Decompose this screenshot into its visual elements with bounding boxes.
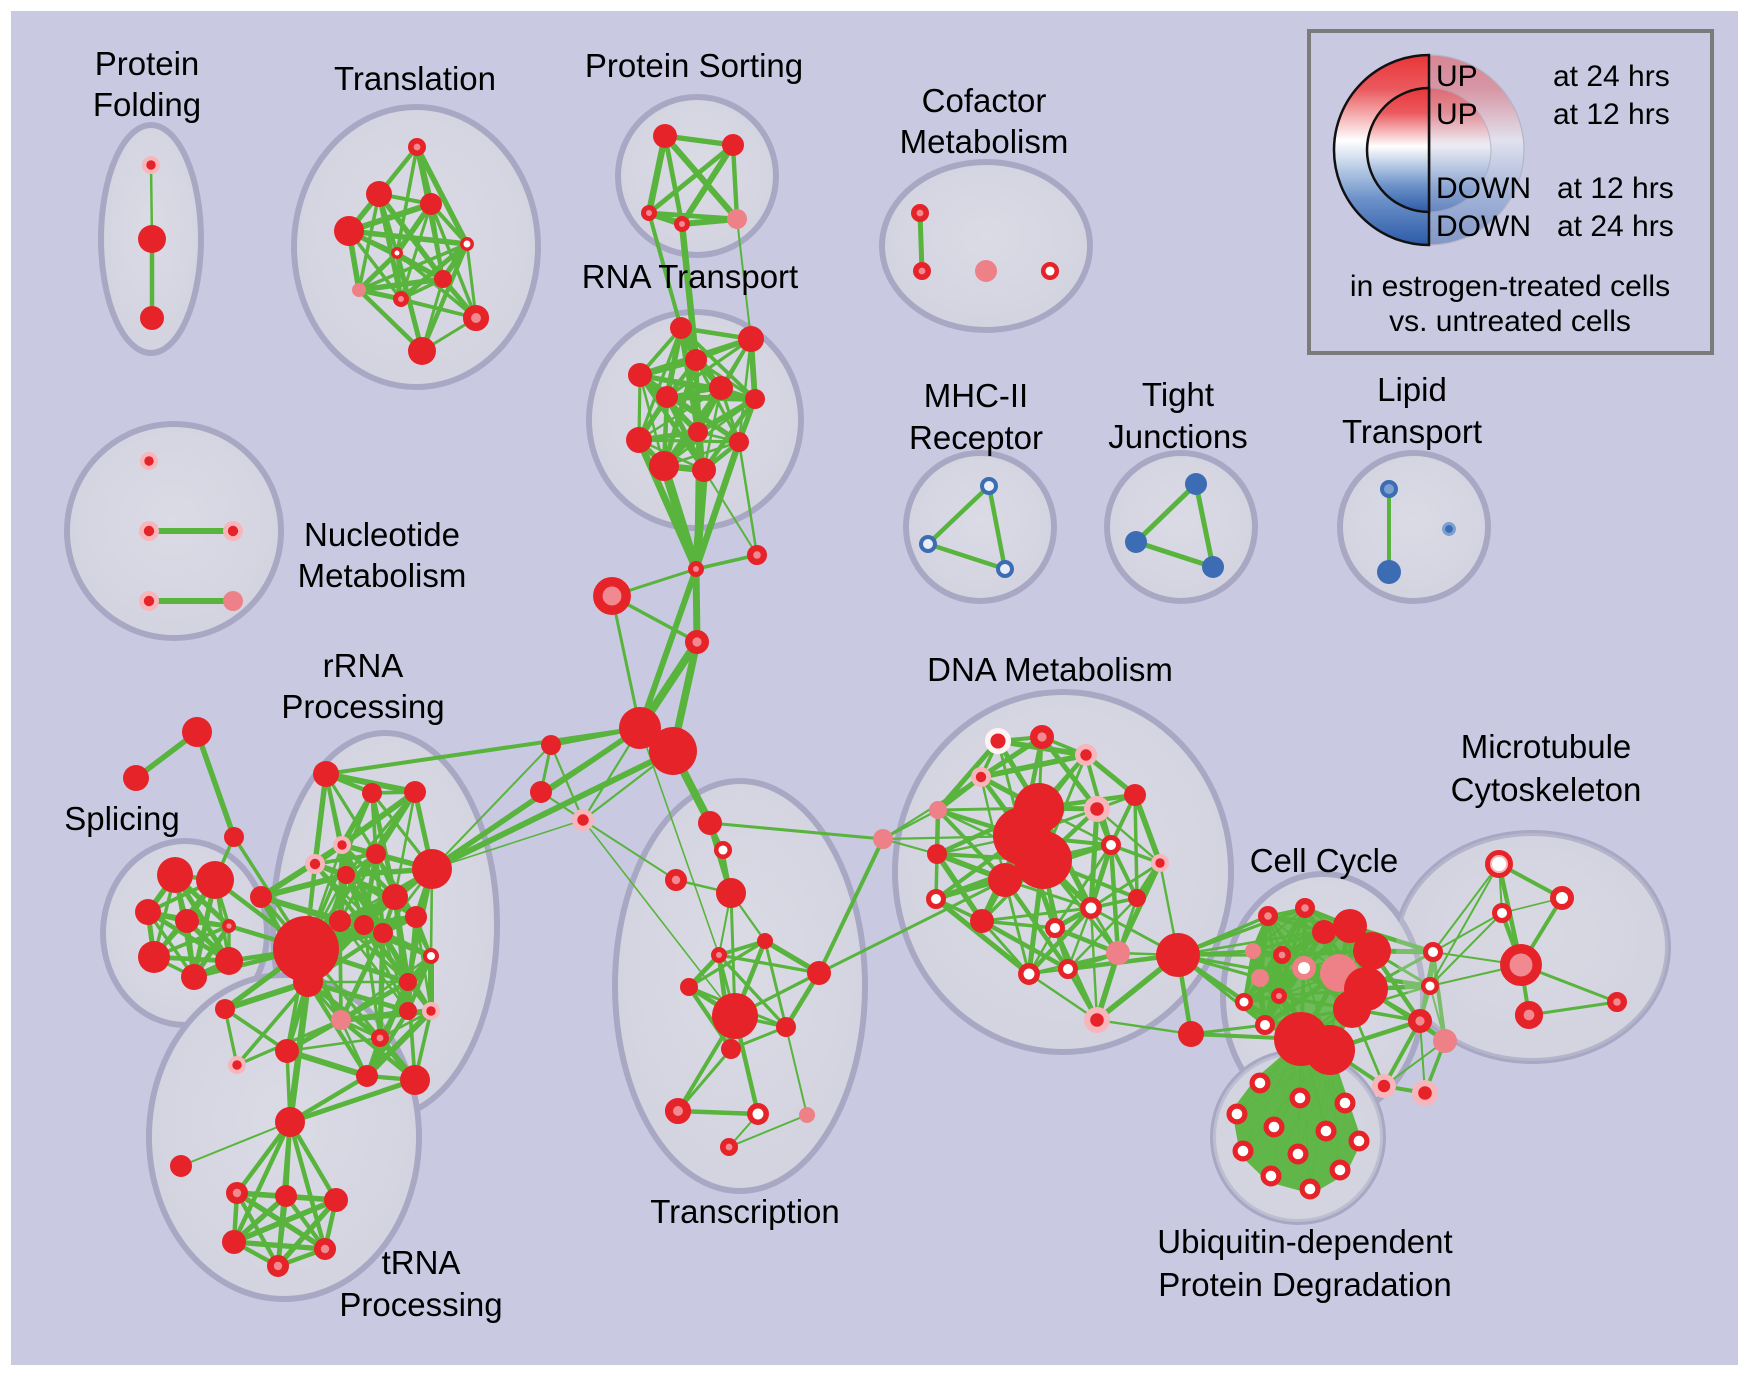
svg-text:tRNA: tRNA xyxy=(382,1244,461,1281)
svg-text:Processing: Processing xyxy=(339,1286,502,1323)
svg-text:Transport: Transport xyxy=(1342,413,1482,450)
svg-text:MHC-II: MHC-II xyxy=(924,377,1028,414)
svg-text:at 24 hrs: at 24 hrs xyxy=(1557,210,1674,243)
svg-text:Splicing: Splicing xyxy=(64,800,180,837)
svg-text:Protein: Protein xyxy=(95,45,200,82)
svg-text:DNA Metabolism: DNA Metabolism xyxy=(927,651,1173,688)
svg-text:Metabolism: Metabolism xyxy=(298,557,467,594)
svg-text:Lipid: Lipid xyxy=(1377,371,1447,408)
svg-text:in estrogen-treated cells: in estrogen-treated cells xyxy=(1350,270,1670,303)
svg-text:RNA Transport: RNA Transport xyxy=(582,258,798,295)
svg-text:Cell Cycle: Cell Cycle xyxy=(1250,842,1399,879)
svg-text:DOWN: DOWN xyxy=(1436,210,1531,243)
svg-text:Folding: Folding xyxy=(93,86,201,123)
svg-text:at 24 hrs: at 24 hrs xyxy=(1553,60,1670,93)
svg-text:UP: UP xyxy=(1436,60,1478,93)
svg-text:vs. untreated cells: vs. untreated cells xyxy=(1389,305,1631,338)
svg-text:Tight: Tight xyxy=(1142,376,1214,413)
svg-text:at 12 hrs: at 12 hrs xyxy=(1557,172,1674,205)
svg-text:Protein Sorting: Protein Sorting xyxy=(585,47,803,84)
svg-text:Protein Degradation: Protein Degradation xyxy=(1158,1266,1452,1303)
svg-text:Processing: Processing xyxy=(281,688,444,725)
svg-text:Junctions: Junctions xyxy=(1108,418,1247,455)
svg-text:at 12 hrs: at 12 hrs xyxy=(1553,98,1670,131)
svg-text:rRNA: rRNA xyxy=(323,647,404,684)
svg-text:Metabolism: Metabolism xyxy=(900,123,1069,160)
svg-text:Transcription: Transcription xyxy=(650,1193,840,1230)
svg-text:Translation: Translation xyxy=(334,60,496,97)
svg-text:Ubiquitin-dependent: Ubiquitin-dependent xyxy=(1157,1223,1452,1260)
svg-text:Receptor: Receptor xyxy=(909,419,1043,456)
svg-text:Cytoskeleton: Cytoskeleton xyxy=(1451,771,1642,808)
svg-text:Microtubule: Microtubule xyxy=(1461,728,1632,765)
svg-text:UP: UP xyxy=(1436,98,1478,131)
svg-text:DOWN: DOWN xyxy=(1436,172,1531,205)
svg-text:Cofactor: Cofactor xyxy=(922,82,1047,119)
svg-text:Nucleotide: Nucleotide xyxy=(304,516,460,553)
